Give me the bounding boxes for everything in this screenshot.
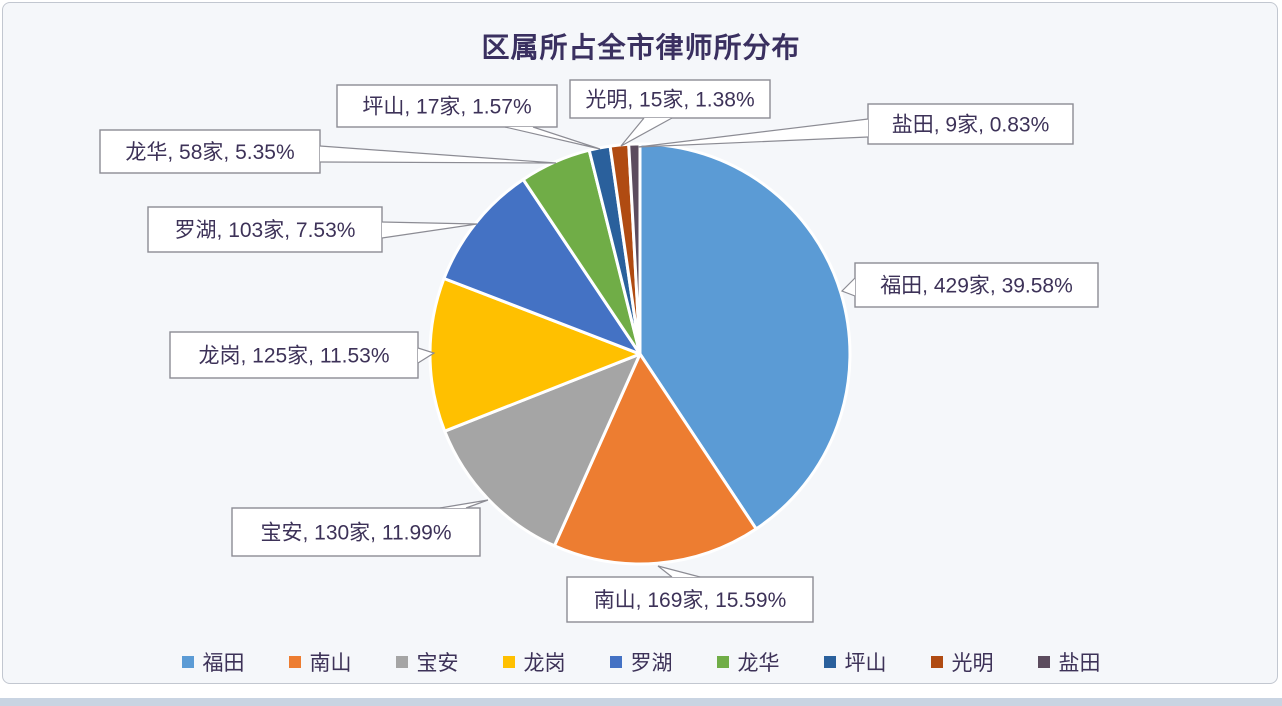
data-label-leader-line [620,117,673,147]
legend-item-盐田: 盐田 [1037,647,1101,677]
legend-swatch-icon [395,656,408,668]
legend-swatch-icon [930,656,943,668]
data-label-坪山: 坪山, 17家, 1.57% [336,84,601,150]
legend-item-宝安: 宝安 [395,647,459,677]
data-label-text: 光明, 15家, 1.38% [585,89,754,112]
data-label-福田: 福田, 429家, 39.58% [840,262,1099,308]
data-label-text: 南山, 169家, 15.59% [594,589,787,612]
legend-item-坪山: 坪山 [823,647,887,677]
data-label-box [231,507,481,557]
legend-swatch-icon [1037,656,1050,668]
data-label-leader-line [657,565,701,578]
legend-label: 福田 [202,652,245,675]
legend-label: 龙华 [737,652,780,675]
legend-item-龙华: 龙华 [716,647,780,677]
data-label-box [336,84,558,128]
legend-item-龙岗: 龙岗 [502,647,566,677]
legend-label: 坪山 [844,652,887,675]
legend-swatch-icon [181,656,194,668]
data-label-leader-line [840,277,856,297]
legend-label: 龙岗 [523,652,566,675]
data-label-box [854,262,1099,308]
data-label-text: 盐田, 9家, 0.83% [892,114,1050,137]
legend-swatch-icon [823,656,836,668]
legend-item-光明: 光明 [930,647,994,677]
legend-label: 盐田 [1058,652,1101,675]
data-label-box [169,331,419,379]
legend-swatch-icon [609,656,622,668]
legend-swatch-icon [716,656,729,668]
pie-slice-盐田 [627,142,642,356]
data-label-leader-line [417,347,436,364]
legend-swatch-icon [288,656,301,668]
legend-label: 南山 [309,652,352,675]
data-label-text: 福田, 429家, 39.58% [880,275,1073,298]
pie-slice-宝安 [443,352,642,548]
legend-item-福田: 福田 [181,647,245,677]
data-label-光明: 光明, 15家, 1.38% [569,79,771,147]
data-label-box [99,129,321,174]
data-label-罗湖: 罗湖, 103家, 7.53% [147,206,478,253]
data-label-leader-line [504,126,601,150]
legend-label: 光明 [951,652,994,675]
data-label-text: 罗湖, 103家, 7.53% [175,219,356,242]
data-label-box [569,79,771,119]
data-label-text: 龙岗, 125家, 11.53% [198,345,389,368]
data-label-leader-line [439,499,489,509]
legend-item-罗湖: 罗湖 [609,647,673,677]
data-label-南山: 南山, 169家, 15.59% [566,565,814,623]
pie-slice-罗湖 [442,178,642,356]
legend-label: 罗湖 [630,652,673,675]
data-label-宝安: 宝安, 130家, 11.99% [231,499,489,557]
legend-item-南山: 南山 [288,647,352,677]
page-bottom-strip [0,698,1282,706]
data-label-text: 龙华, 58家, 5.35% [125,141,294,164]
data-label-box [566,576,814,623]
data-label-leader-line [381,221,478,239]
chart-title: 区属所占全市律师所分布 [481,32,801,63]
legend-label: 宝安 [416,652,459,675]
pie-slice-南山 [552,352,758,566]
data-label-text: 坪山, 17家, 1.57% [362,96,531,119]
chart-legend: 福田 南山 宝安 龙岗 罗湖 龙华 坪山 光明 盐田 [0,644,1282,680]
legend-swatch-icon [502,656,515,668]
data-label-text: 宝安, 130家, 11.99% [260,522,451,545]
data-label-龙岗: 龙岗, 125家, 11.53% [169,331,436,379]
data-label-leader-line [637,118,869,148]
data-label-龙华: 龙华, 58家, 5.35% [99,129,557,174]
data-label-leader-line [319,145,557,164]
data-label-盐田: 盐田, 9家, 0.83% [637,103,1074,148]
